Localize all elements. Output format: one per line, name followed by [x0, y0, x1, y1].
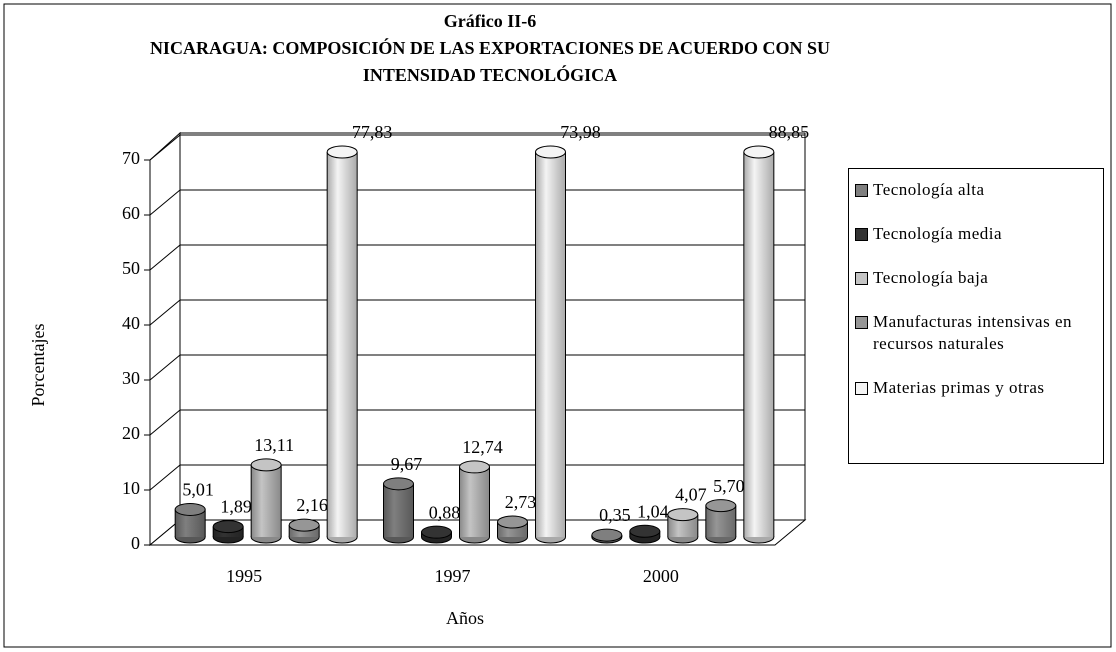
data-label: 4,07	[675, 485, 707, 505]
bar-top	[629, 524, 661, 538]
bar-top	[535, 145, 566, 159]
bar-top	[497, 515, 528, 529]
grid-line	[149, 464, 181, 491]
legend-item: Materias primas y otras	[855, 377, 1097, 399]
bar	[327, 152, 358, 537]
data-label: 5,01	[182, 480, 214, 500]
legend-swatch	[855, 228, 868, 241]
legend-label: Tecnología baja	[873, 268, 989, 287]
y-tick-label: 0	[131, 533, 140, 553]
bar-top	[459, 460, 490, 474]
legend-item: Tecnología alta	[855, 179, 1097, 201]
legend-label: Manufacturas intensivas en recursos natu…	[873, 312, 1072, 353]
bar	[459, 466, 490, 537]
bar-top	[421, 525, 452, 539]
bar-top	[326, 145, 358, 159]
bar	[383, 483, 414, 537]
bar-top	[212, 520, 244, 534]
x-axis-label: Años	[446, 608, 484, 628]
bar	[535, 152, 566, 537]
legend-label: Tecnología alta	[873, 180, 985, 199]
grid-line	[149, 189, 181, 216]
y-axis-label: Porcentajes	[28, 324, 48, 407]
bar-top	[250, 458, 282, 472]
side-wall	[149, 131, 181, 547]
legend-item: Tecnología media	[855, 223, 1097, 245]
y-tick-label: 20	[122, 423, 140, 443]
data-label: 0,35	[599, 505, 631, 525]
grid-line	[149, 354, 181, 381]
data-label: 1,89	[220, 497, 252, 517]
bar-top	[288, 518, 320, 532]
legend-label: Materias primas y otras	[873, 378, 1045, 397]
bar-top	[705, 499, 737, 513]
bar-top	[591, 528, 623, 542]
data-label: 73,98	[560, 122, 601, 142]
bar-top	[667, 508, 699, 522]
grid-line	[149, 409, 181, 436]
grid-line	[149, 134, 181, 161]
chart-title: Gráfico II-6	[443, 11, 537, 31]
y-tick-label: 10	[122, 478, 140, 498]
y-tick-label: 60	[122, 203, 140, 223]
bar	[251, 464, 282, 537]
legend-swatch	[855, 184, 868, 197]
chart-subtitle: NICARAGUA: COMPOSICIÓN DE LAS EXPORTACIO…	[149, 38, 831, 85]
y-tick-label: 50	[122, 258, 140, 278]
data-label: 2,73	[505, 492, 537, 512]
data-label: 77,83	[352, 122, 393, 142]
data-label: 12,74	[462, 437, 503, 457]
legend-item: Tecnología baja	[855, 267, 1097, 289]
y-tick-label: 30	[122, 368, 140, 388]
legend-swatch	[855, 316, 868, 329]
legend: Tecnología alta Tecnología media Tecnologí…	[848, 168, 1104, 464]
legend-swatch	[855, 272, 868, 285]
data-label: 1,04	[637, 501, 669, 521]
y-tick-label: 70	[122, 148, 140, 168]
x-tick-label: 2000	[643, 566, 679, 586]
bar-top	[383, 477, 414, 491]
data-label: 5,70	[713, 476, 745, 496]
title-block: Gráfico II-6 NICARAGUA: COMPOSICIÓN DE L…	[140, 8, 840, 89]
data-label: 88,85	[769, 122, 810, 142]
bar-top	[743, 145, 775, 159]
legend-swatch	[855, 382, 868, 395]
legend-item: Manufacturas intensivas en recursos natu…	[855, 311, 1097, 355]
legend-label: Tecnología media	[873, 224, 1003, 243]
x-tick-label: 1997	[435, 566, 471, 586]
grid-line	[149, 299, 181, 326]
data-label: 9,67	[391, 454, 423, 474]
data-label: 0,88	[429, 502, 461, 522]
bar-top	[174, 502, 206, 516]
bar	[743, 152, 774, 537]
x-tick-label: 1995	[226, 566, 262, 586]
y-tick-label: 40	[122, 313, 140, 333]
data-label: 2,16	[296, 495, 328, 515]
data-label: 13,11	[254, 435, 294, 455]
grid-line	[149, 244, 181, 271]
